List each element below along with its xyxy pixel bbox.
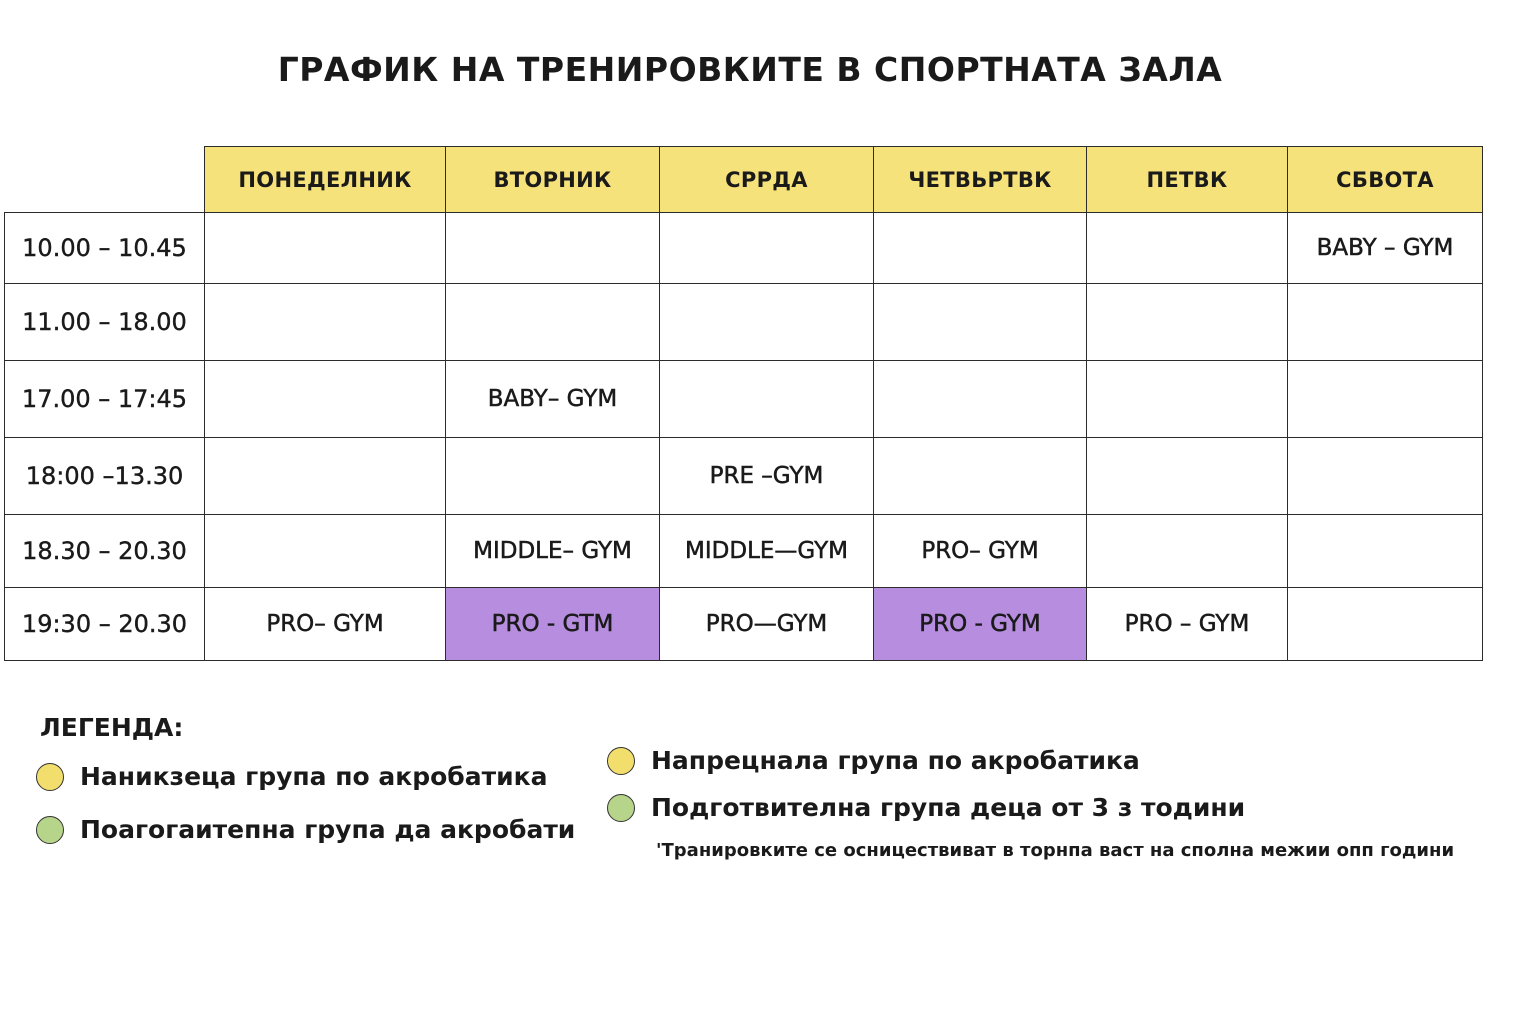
empty-cell bbox=[204, 283, 446, 361]
schedule-table: ПОНЕДЕЛНИК ВТОРНИК СРРДА ЧЕТВЬРТВК ПЕТВК СБВО… bbox=[4, 146, 1483, 661]
session-cell: PRO—GYM bbox=[659, 587, 874, 661]
legend-item-preparatory: Поагогаитепна група да акробати bbox=[36, 815, 575, 844]
session-cell: BABY– GYM bbox=[445, 360, 660, 438]
day-header: ПЕТВК bbox=[1086, 146, 1288, 213]
empty-cell bbox=[445, 212, 660, 284]
session-cell: PRO - GYM bbox=[873, 587, 1087, 661]
yellow-dot-icon bbox=[36, 762, 64, 791]
empty-cell bbox=[659, 360, 874, 438]
day-header: ЧЕТВЬРТВК bbox=[873, 146, 1087, 213]
empty-cell bbox=[445, 283, 660, 361]
empty-cell bbox=[1086, 212, 1288, 284]
time-slot: 10.00 – 10.45 bbox=[4, 212, 205, 284]
session-cell: PRO– GYM bbox=[873, 514, 1087, 588]
empty-cell bbox=[873, 212, 1087, 284]
empty-cell bbox=[873, 360, 1087, 438]
empty-cell bbox=[873, 283, 1087, 361]
legend-item-label: Поагогаитепна група да акробати bbox=[80, 815, 576, 844]
day-header: ВТОРНИК bbox=[445, 146, 660, 213]
session-cell: BABY – GYM bbox=[1287, 212, 1483, 284]
session-cell: PRO– GYM bbox=[204, 587, 446, 661]
empty-cell bbox=[1086, 283, 1288, 361]
legend-note: 'Транировките се осницествиват в торнпа … bbox=[656, 840, 1455, 861]
session-cell: MIDDLE– GYM bbox=[445, 514, 660, 588]
empty-cell bbox=[1287, 283, 1483, 361]
session-cell: MIDDLE—GYM bbox=[659, 514, 874, 588]
legend-item-advanced: Напрецнала група по акробатика bbox=[607, 746, 1140, 775]
empty-cell bbox=[204, 514, 446, 588]
empty-cell bbox=[659, 212, 874, 284]
empty-cell bbox=[1086, 437, 1288, 515]
time-slot: 19:30 – 20.30 bbox=[4, 587, 205, 661]
legend-title: ЛЕГЕНДА: bbox=[40, 713, 184, 742]
page-title: ГРАФИК НА ТРЕНИРОВКИТЕ В СПОРТНАТА ЗАЛА bbox=[277, 50, 1223, 89]
legend-item-kids: Подготвителна група деца от 3 з тодини bbox=[607, 793, 1245, 822]
time-slot: 17.00 – 17:45 bbox=[4, 360, 205, 438]
empty-cell bbox=[204, 212, 446, 284]
time-slot: 11.00 – 18.00 bbox=[4, 283, 205, 361]
legend-item-label: Наникзеца група по акробатика bbox=[80, 762, 548, 791]
empty-cell bbox=[204, 437, 446, 515]
time-slot: 18:00 –13.30 bbox=[4, 437, 205, 515]
session-cell: PRE –GYM bbox=[659, 437, 874, 515]
day-header: СРРДА bbox=[659, 146, 874, 213]
legend-item-label: Подготвителна група деца от 3 з тодини bbox=[651, 793, 1246, 822]
session-cell: PRO - GTM bbox=[445, 587, 660, 661]
empty-cell bbox=[873, 437, 1087, 515]
empty-cell bbox=[1287, 437, 1483, 515]
green-dot-icon bbox=[607, 793, 635, 822]
day-header: ПОНЕДЕЛНИК bbox=[204, 146, 446, 213]
time-slot: 18.30 – 20.30 bbox=[4, 514, 205, 588]
yellow-dot-icon bbox=[607, 746, 635, 775]
empty-cell bbox=[659, 283, 874, 361]
empty-cell bbox=[1287, 514, 1483, 588]
empty-cell bbox=[1086, 360, 1288, 438]
day-header: СБВОТА bbox=[1287, 146, 1483, 213]
green-dot-icon bbox=[36, 815, 64, 844]
empty-cell bbox=[204, 360, 446, 438]
legend-item-label: Напрецнала група по акробатика bbox=[651, 746, 1140, 775]
legend-item-beginner: Наникзеца група по акробатика bbox=[36, 762, 547, 791]
empty-cell bbox=[1287, 587, 1483, 661]
empty-cell bbox=[1086, 514, 1288, 588]
empty-cell bbox=[1287, 360, 1483, 438]
empty-cell bbox=[445, 437, 660, 515]
session-cell: PRO – GYM bbox=[1086, 587, 1288, 661]
